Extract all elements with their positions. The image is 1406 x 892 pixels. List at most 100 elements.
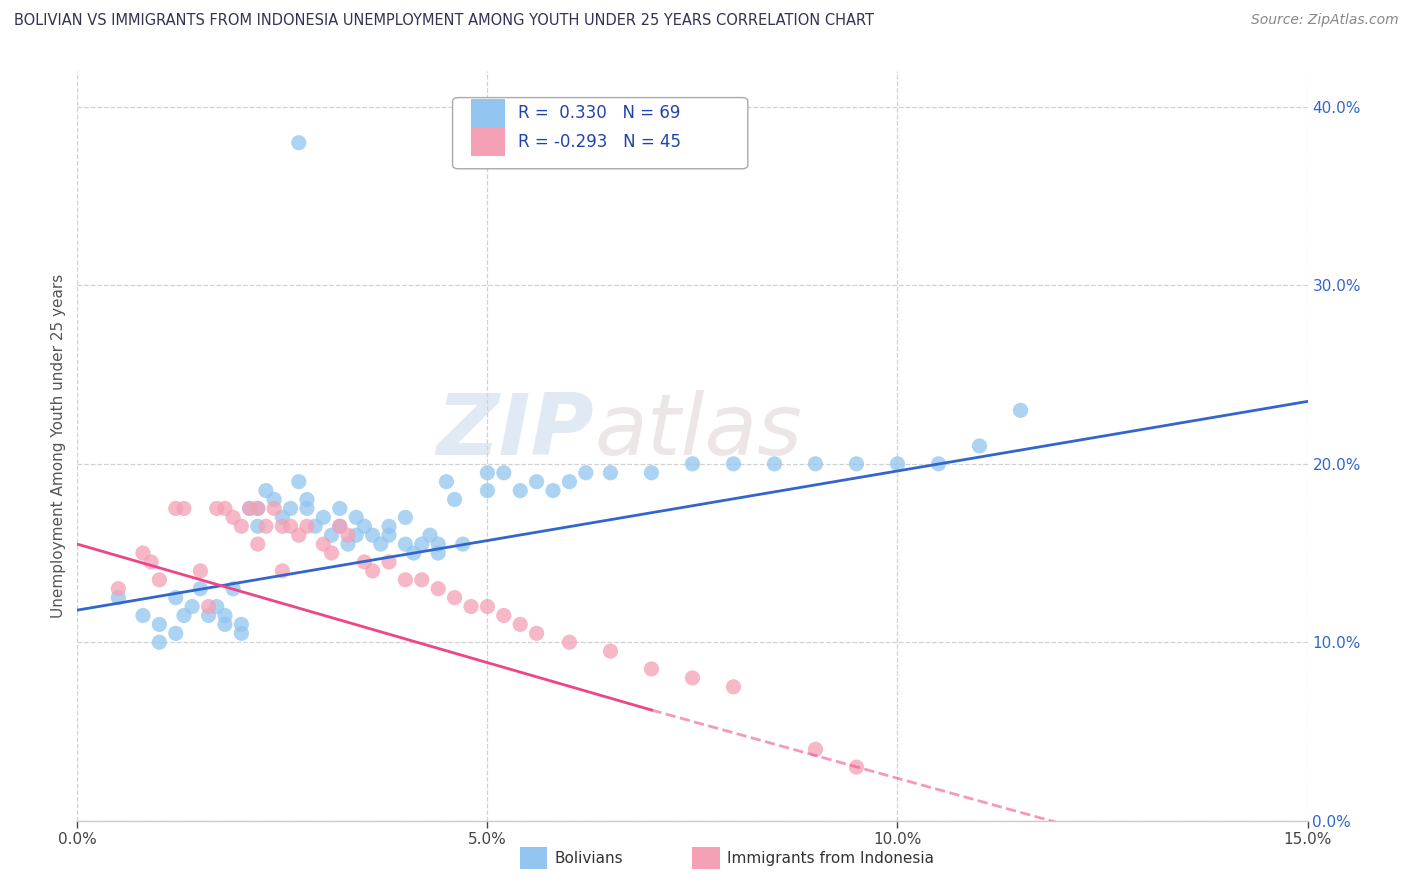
Point bbox=[181, 599, 204, 614]
Point bbox=[246, 519, 269, 533]
Point bbox=[173, 608, 195, 623]
Point bbox=[246, 501, 269, 516]
Point bbox=[353, 555, 375, 569]
Point bbox=[337, 537, 360, 551]
Point bbox=[599, 466, 621, 480]
Point bbox=[214, 608, 236, 623]
Point bbox=[263, 492, 285, 507]
Point bbox=[1010, 403, 1032, 417]
Point bbox=[312, 537, 335, 551]
Point bbox=[337, 528, 360, 542]
Point bbox=[239, 501, 262, 516]
Point bbox=[575, 466, 598, 480]
Point bbox=[394, 573, 416, 587]
Point bbox=[443, 591, 465, 605]
Point bbox=[197, 608, 219, 623]
Point bbox=[682, 457, 704, 471]
Point bbox=[132, 546, 155, 560]
Point bbox=[271, 510, 294, 524]
Point bbox=[361, 528, 384, 542]
Point bbox=[541, 483, 564, 498]
Point bbox=[845, 760, 868, 774]
Point bbox=[427, 537, 450, 551]
Point bbox=[509, 617, 531, 632]
Point bbox=[246, 537, 269, 551]
Point bbox=[427, 582, 450, 596]
Point bbox=[436, 475, 458, 489]
Point bbox=[321, 546, 343, 560]
Point bbox=[558, 475, 581, 489]
Point bbox=[969, 439, 991, 453]
Text: R =  0.330   N = 69: R = 0.330 N = 69 bbox=[517, 104, 681, 122]
Point bbox=[477, 599, 499, 614]
Point bbox=[188, 564, 212, 578]
Point bbox=[419, 528, 441, 542]
Point bbox=[295, 519, 318, 533]
Point bbox=[222, 510, 245, 524]
Point bbox=[271, 519, 294, 533]
Point bbox=[107, 591, 129, 605]
Text: BOLIVIAN VS IMMIGRANTS FROM INDONESIA UNEMPLOYMENT AMONG YOUTH UNDER 25 YEARS CO: BOLIVIAN VS IMMIGRANTS FROM INDONESIA UN… bbox=[14, 13, 875, 29]
FancyBboxPatch shape bbox=[520, 847, 547, 870]
Point bbox=[329, 519, 352, 533]
Point bbox=[148, 635, 170, 649]
Point bbox=[460, 599, 482, 614]
Point bbox=[295, 501, 318, 516]
Point bbox=[329, 501, 352, 516]
Point bbox=[558, 635, 581, 649]
Point bbox=[378, 555, 401, 569]
Point bbox=[344, 510, 367, 524]
Point bbox=[231, 519, 253, 533]
Point bbox=[723, 457, 745, 471]
Point bbox=[370, 537, 392, 551]
Point bbox=[378, 528, 401, 542]
Point bbox=[477, 466, 499, 480]
FancyBboxPatch shape bbox=[693, 847, 720, 870]
Point bbox=[107, 582, 129, 596]
Point bbox=[804, 742, 827, 756]
Point bbox=[682, 671, 704, 685]
Point bbox=[231, 626, 253, 640]
Point bbox=[165, 626, 187, 640]
Point bbox=[312, 510, 335, 524]
Text: Bolivians: Bolivians bbox=[555, 851, 623, 865]
Point bbox=[394, 510, 416, 524]
Text: R = -0.293   N = 45: R = -0.293 N = 45 bbox=[517, 133, 681, 151]
Point bbox=[411, 537, 433, 551]
Point bbox=[288, 475, 311, 489]
Point bbox=[845, 457, 868, 471]
Point bbox=[640, 662, 662, 676]
Point bbox=[353, 519, 375, 533]
Point bbox=[205, 599, 228, 614]
Point bbox=[443, 492, 465, 507]
Point bbox=[394, 537, 416, 551]
Point bbox=[288, 528, 311, 542]
Point bbox=[254, 519, 277, 533]
Text: Immigrants from Indonesia: Immigrants from Indonesia bbox=[727, 851, 934, 865]
Point bbox=[271, 564, 294, 578]
Point bbox=[214, 617, 236, 632]
Point bbox=[295, 492, 318, 507]
Point bbox=[231, 617, 253, 632]
Text: ZIP: ZIP bbox=[436, 390, 595, 473]
Point bbox=[288, 136, 311, 150]
Point bbox=[477, 483, 499, 498]
Text: atlas: atlas bbox=[595, 390, 801, 473]
Point bbox=[492, 466, 515, 480]
Point bbox=[344, 528, 367, 542]
Point bbox=[214, 501, 236, 516]
Point bbox=[361, 564, 384, 578]
Point bbox=[246, 501, 269, 516]
Point bbox=[197, 599, 219, 614]
Point bbox=[280, 501, 302, 516]
Point bbox=[402, 546, 425, 560]
Point bbox=[886, 457, 908, 471]
Point bbox=[205, 501, 228, 516]
Point bbox=[451, 537, 474, 551]
Text: Source: ZipAtlas.com: Source: ZipAtlas.com bbox=[1251, 13, 1399, 28]
Point bbox=[928, 457, 950, 471]
FancyBboxPatch shape bbox=[471, 99, 506, 128]
Point bbox=[148, 573, 170, 587]
Point bbox=[254, 483, 277, 498]
Point bbox=[304, 519, 326, 533]
